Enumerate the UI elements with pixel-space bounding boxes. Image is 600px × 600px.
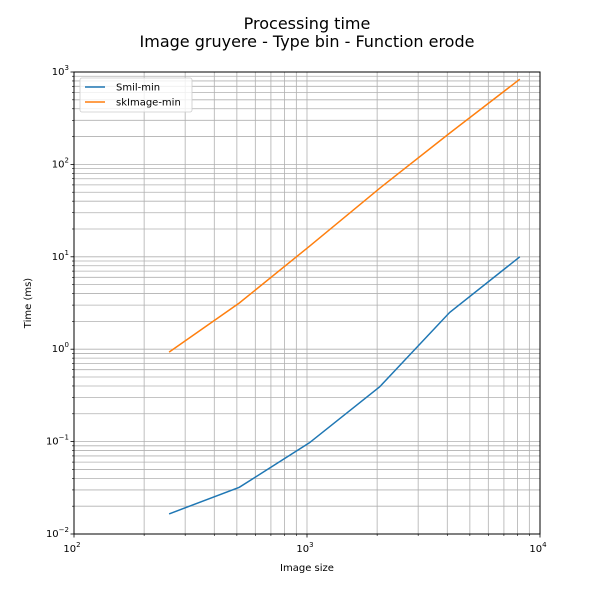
y-tick-label: 102 bbox=[52, 156, 69, 170]
series-line-skimage-min bbox=[168, 78, 521, 353]
ticks: 102 103 104 10−2 10−1 100 101 102 103 bbox=[46, 64, 547, 555]
chart-subtitle: Image gruyere - Type bin - Function erod… bbox=[140, 32, 475, 51]
x-tick-label: 102 bbox=[63, 541, 80, 555]
chart-title: Processing time bbox=[244, 14, 371, 33]
y-tick-label: 10−1 bbox=[46, 434, 69, 448]
grid bbox=[73, 71, 541, 535]
y-tick-label: 10−2 bbox=[46, 526, 69, 540]
series-line-smil-min bbox=[168, 256, 521, 515]
y-axis-label: Time (ms) bbox=[23, 278, 34, 330]
y-tick-label: 100 bbox=[52, 341, 69, 355]
legend: Smil-min skImage-min bbox=[79, 77, 193, 113]
legend-label: Smil-min bbox=[116, 83, 160, 94]
legend-box bbox=[79, 77, 193, 113]
y-tick-label: 101 bbox=[52, 249, 69, 263]
y-tick-label: 103 bbox=[52, 64, 69, 78]
series-lines bbox=[168, 78, 521, 515]
x-tick-label: 104 bbox=[529, 541, 547, 555]
legend-label: skImage-min bbox=[116, 98, 181, 109]
x-tick-label: 103 bbox=[296, 541, 313, 555]
x-axis-label: Image size bbox=[280, 563, 334, 574]
